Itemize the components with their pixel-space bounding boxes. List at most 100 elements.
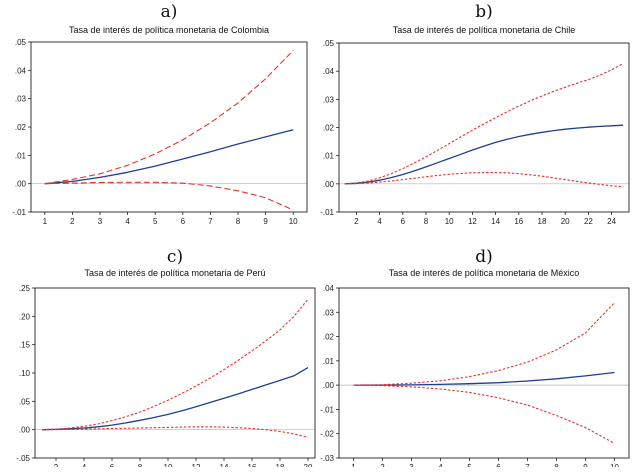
panel-letter: a) — [161, 2, 178, 22]
x-tick-label: 6 — [401, 217, 406, 226]
chart-panel-4: d)Tasa de interés de política monetaria … — [320, 247, 630, 472]
x-tick-label: 4 — [438, 463, 443, 467]
x-tick-label: 24 — [607, 217, 616, 226]
x-tick-label: 22 — [584, 217, 593, 226]
y-tick-label: .01 — [323, 357, 335, 366]
x-tick-label: 5 — [467, 463, 472, 467]
y-tick-label: .00 — [19, 426, 31, 435]
x-tick-label: 7 — [525, 463, 530, 467]
x-tick-label: 4 — [125, 217, 130, 226]
y-tick-label: -.02 — [320, 430, 334, 439]
x-tick-label: 2 — [354, 217, 359, 226]
x-tick-label: 16 — [514, 217, 523, 226]
plot-frame — [34, 287, 316, 459]
chart-title: Tasa de interés de política monetaria de… — [84, 268, 265, 278]
x-tick-label: 7 — [208, 217, 213, 226]
panel-letter: d) — [475, 247, 493, 267]
y-tick-label: .00 — [15, 180, 27, 189]
response-line — [41, 367, 309, 431]
y-tick-label: -.01 — [12, 208, 26, 217]
upper-band-line — [344, 63, 624, 185]
response-line — [344, 124, 624, 185]
upper-band-line — [41, 298, 309, 431]
x-tick-label: 1 — [351, 463, 356, 467]
x-tick-label: 5 — [153, 217, 158, 226]
upper-band-line — [353, 302, 615, 386]
y-tick-label: -.01 — [320, 405, 334, 414]
x-tick-label: 4 — [82, 463, 87, 467]
x-tick-label: 6 — [496, 463, 501, 467]
x-tick-label: 9 — [263, 217, 268, 226]
x-tick-label: 14 — [491, 217, 500, 226]
y-tick-label: .05 — [15, 38, 27, 47]
chart-panel-1: a) Tasa de interés de política monetaria … — [12, 2, 308, 226]
x-tick-label: 10 — [289, 217, 298, 226]
chart-title: Tasa de interés de política monetaria de… — [393, 25, 576, 35]
y-tick-label: .15 — [19, 341, 31, 350]
lower-band-line — [44, 181, 294, 211]
x-tick-label: 3 — [409, 463, 414, 467]
x-tick-label: 8 — [236, 217, 241, 226]
y-tick-label: .03 — [323, 95, 335, 104]
y-tick-label: .03 — [323, 308, 335, 317]
y-tick-label: .10 — [19, 369, 31, 378]
panel-letter: b) — [475, 2, 493, 22]
x-tick-label: 2 — [70, 217, 75, 226]
plot-frame — [338, 42, 630, 213]
y-tick-label: .05 — [19, 397, 31, 406]
y-tick-label: .00 — [323, 381, 335, 390]
x-tick-label: 8 — [424, 217, 429, 226]
x-tick-label: 10 — [610, 463, 619, 467]
x-tick-label: 20 — [304, 463, 313, 467]
x-tick-label: 6 — [181, 217, 186, 226]
lower-band-line — [353, 384, 615, 444]
chart-panel-3: c)Tasa de interés de política monetaria … — [16, 247, 316, 472]
x-tick-label: 16 — [248, 463, 257, 467]
y-tick-label: .04 — [15, 66, 27, 75]
x-tick-label: 8 — [138, 463, 143, 467]
x-tick-label: 8 — [554, 463, 559, 467]
x-tick-label: 9 — [583, 463, 588, 467]
x-tick-label: 20 — [561, 217, 570, 226]
upper-band-line — [44, 50, 294, 185]
x-tick-label: 6 — [110, 463, 115, 467]
y-tick-label: .25 — [19, 284, 31, 293]
x-tick-label: 4 — [377, 217, 382, 226]
lower-band-line — [344, 172, 624, 188]
x-tick-label: 12 — [468, 217, 477, 226]
y-tick-label: .20 — [19, 312, 31, 321]
y-tick-label: .04 — [323, 284, 335, 293]
response-line — [44, 129, 294, 185]
x-tick-label: 3 — [98, 217, 103, 226]
lower-band-line — [41, 426, 309, 438]
y-tick-label: .02 — [323, 333, 335, 342]
x-tick-label: 2 — [380, 463, 385, 467]
y-tick-label: .04 — [323, 67, 335, 76]
x-tick-label: 10 — [445, 217, 454, 226]
y-tick-label: -.03 — [320, 454, 334, 463]
x-tick-label: 1 — [43, 217, 48, 226]
response-line — [353, 371, 615, 386]
y-tick-label: -.01 — [320, 208, 334, 217]
x-tick-label: 14 — [220, 463, 229, 467]
y-tick-label: .02 — [323, 124, 335, 133]
chart-title: Tasa de interés de política monetaria de… — [389, 268, 580, 278]
y-tick-label: .01 — [323, 152, 335, 161]
plot-frame — [338, 287, 630, 459]
y-tick-label: -.05 — [16, 454, 30, 463]
y-tick-label: .00 — [323, 180, 335, 189]
y-tick-label: .01 — [15, 151, 27, 160]
y-tick-label: .05 — [323, 39, 335, 48]
x-tick-label: 18 — [276, 463, 285, 467]
x-tick-label: 18 — [538, 217, 547, 226]
x-tick-label: 12 — [192, 463, 201, 467]
y-tick-label: .02 — [15, 123, 27, 132]
chart-title: Tasa de interés de política monetaria de… — [69, 25, 269, 35]
y-tick-label: .03 — [15, 95, 27, 104]
plot-frame — [30, 41, 308, 213]
x-tick-label: 2 — [54, 463, 59, 467]
panel-letter: c) — [167, 247, 183, 267]
x-tick-label: 10 — [164, 463, 173, 467]
chart-panel-2: b) Tasa de interés de política monetaria … — [320, 2, 630, 226]
